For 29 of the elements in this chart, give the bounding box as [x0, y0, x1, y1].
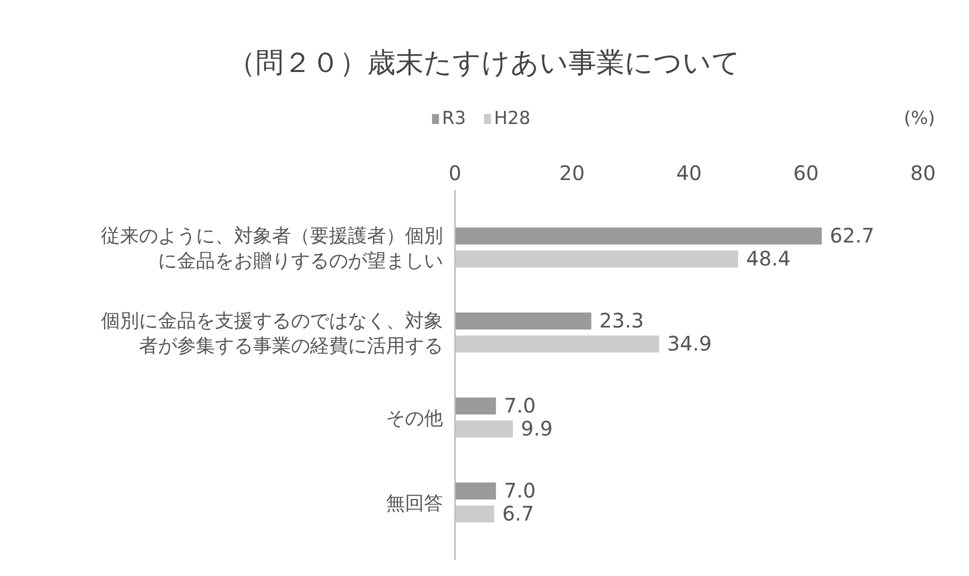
- data-label: 48.4: [746, 246, 791, 270]
- bar: [455, 312, 592, 330]
- bar: [455, 420, 513, 438]
- data-label: 9.9: [520, 416, 553, 440]
- bar: [455, 336, 660, 352]
- bar: [455, 506, 494, 522]
- legend-label: H28: [494, 108, 530, 129]
- y-tick-label: その他: [386, 408, 443, 430]
- x-tick-label: 80: [910, 161, 936, 185]
- data-label: 7.0: [504, 478, 536, 502]
- y-tick-label: 個別に金品を支援するのではなく、対象者が参集する事業の経費に活用する: [101, 310, 443, 357]
- bar: [455, 250, 738, 268]
- x-tick-label: 60: [793, 161, 819, 185]
- data-label: 7.0: [504, 394, 536, 418]
- bar: [455, 398, 496, 414]
- y-tick-label: 無回答: [386, 492, 443, 514]
- legend-label: R3: [442, 108, 466, 129]
- x-tick-label: 0: [448, 161, 462, 185]
- x-tick-label: 20: [559, 161, 585, 185]
- y-tick-label: 従来のように、対象者（要援護者）個別に金品をお贈りするのが望ましい: [101, 225, 443, 272]
- data-label: 23.3: [599, 308, 644, 332]
- data-label: 34.9: [667, 332, 712, 356]
- bar: [455, 482, 496, 500]
- data-label: 6.7: [502, 502, 534, 526]
- x-tick-label: 40: [676, 161, 702, 185]
- bar: [455, 228, 822, 244]
- data-label: 62.7: [830, 224, 874, 248]
- x-axis-title: (%): [904, 108, 935, 129]
- chart-title: （問２０）歳末たすけあい事業について: [228, 46, 740, 79]
